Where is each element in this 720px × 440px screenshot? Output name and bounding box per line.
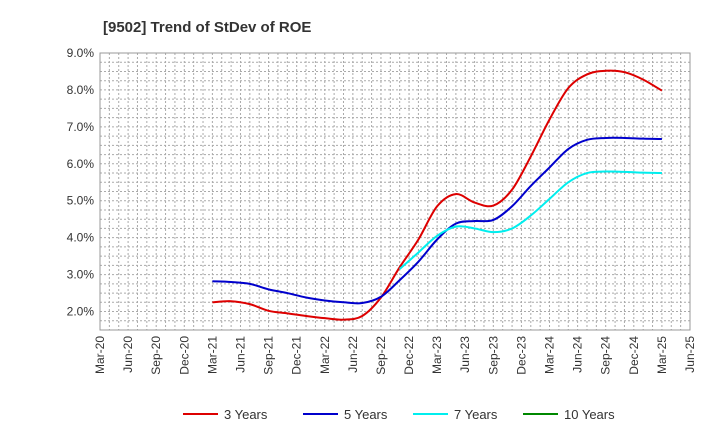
- legend-label: 5 Years: [344, 407, 388, 422]
- x-tick-label: Dec-20: [177, 336, 191, 375]
- x-tick-label: Mar-24: [543, 336, 557, 374]
- legend-label: 3 Years: [224, 407, 268, 422]
- series-line-7-years: [399, 170, 662, 270]
- x-tick-label: Dec-24: [627, 336, 641, 375]
- x-tick-label: Sep-22: [374, 336, 388, 375]
- y-tick-label: 7.0%: [67, 120, 95, 134]
- y-tick-label: 9.0%: [67, 46, 95, 60]
- x-tick-label: Mar-21: [205, 336, 219, 374]
- plot-border: [99, 52, 691, 331]
- legend-label: 10 Years: [564, 407, 615, 422]
- y-tick-label: 5.0%: [67, 194, 95, 208]
- series-line-3-years: [212, 69, 663, 321]
- chart-title: [9502] Trend of StDev of ROE: [103, 19, 311, 36]
- x-tick-label: Jun-24: [571, 336, 585, 373]
- x-tick-label: Jun-20: [121, 336, 135, 373]
- x-axis-ticks: Mar-20 Jun-20 Sep-20 Dec-20 Mar-21 Jun-21 Sep-…: [93, 336, 697, 375]
- x-tick-label: Mar-22: [318, 336, 332, 374]
- series-lines: [212, 69, 663, 321]
- x-tick-label: Jun-21: [233, 336, 247, 373]
- x-tick-label: Sep-20: [149, 336, 163, 375]
- y-tick-label: 2.0%: [67, 305, 95, 319]
- y-tick-label: 3.0%: [67, 268, 95, 282]
- x-tick-label: Sep-23: [486, 336, 500, 375]
- x-tick-label: Sep-24: [599, 336, 613, 375]
- series-line-5-years: [212, 136, 662, 305]
- y-axis-ticks: 2.0% 3.0% 4.0% 5.0% 6.0% 7.0% 8.0% 9.0%: [67, 46, 95, 319]
- x-tick-label: Jun-22: [346, 336, 360, 373]
- x-tick-label: Mar-23: [430, 336, 444, 374]
- x-tick-label: Mar-20: [93, 336, 107, 374]
- x-tick-label: Dec-23: [514, 336, 528, 375]
- y-tick-label: 4.0%: [67, 231, 95, 245]
- y-tick-label: 8.0%: [67, 83, 95, 97]
- legend-label: 7 Years: [454, 407, 498, 422]
- x-tick-label: Dec-21: [290, 336, 304, 375]
- x-tick-label: Jun-23: [458, 336, 472, 373]
- y-tick-label: 6.0%: [67, 157, 95, 171]
- legend: 3 Years 5 Years 7 Years 10 Years: [183, 407, 615, 422]
- x-tick-label: Mar-25: [655, 336, 669, 374]
- x-tick-label: Sep-21: [262, 336, 276, 375]
- x-tick-label: Jun-25: [683, 336, 697, 373]
- x-tick-label: Dec-22: [402, 336, 416, 375]
